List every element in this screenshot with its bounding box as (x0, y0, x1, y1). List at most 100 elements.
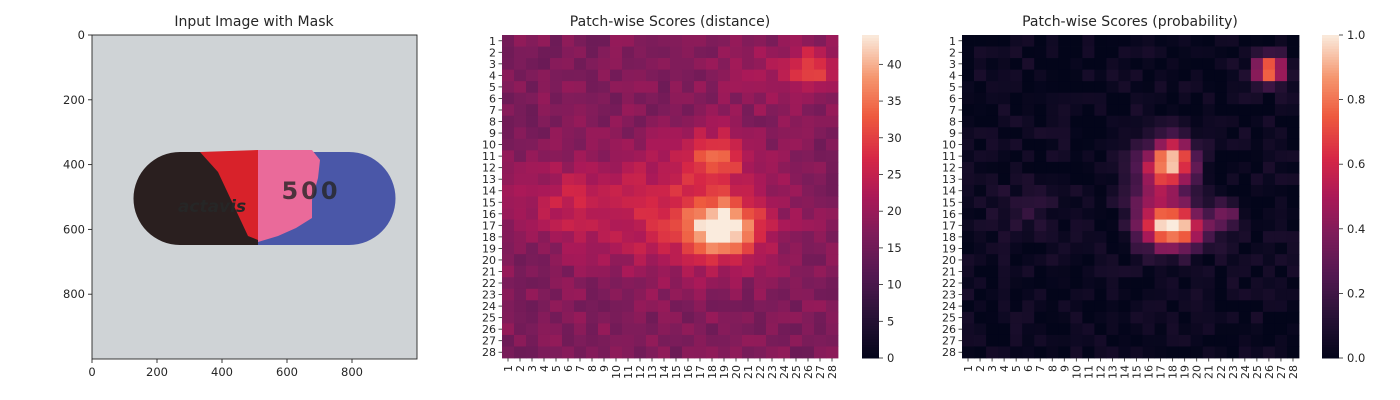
colorbar-segment (862, 161, 879, 165)
heatmap-cell (974, 92, 987, 105)
heatmap-cell (1238, 277, 1252, 290)
heatmap-cell (1250, 35, 1264, 47)
heatmap-cell (502, 323, 515, 336)
heatmap-cell (622, 46, 635, 59)
y-tick-label: 7 (489, 104, 496, 117)
heatmap-cell (1106, 288, 1119, 301)
heatmap-cell (622, 115, 635, 128)
y-tick-label: 8 (489, 116, 496, 129)
heatmap-cell (986, 115, 999, 128)
heatmap-cell (742, 150, 755, 163)
heatmap-cell (1130, 35, 1143, 47)
heatmap-cell (1118, 104, 1131, 117)
heatmap-cell (1142, 265, 1155, 278)
heatmap-cell (562, 196, 575, 209)
heatmap-cell (1154, 208, 1168, 220)
colorbar-tick-label: 0.8 (1347, 93, 1365, 107)
heatmap-cell (1082, 184, 1095, 197)
colorbar-segment (862, 226, 879, 230)
colorbar-segment (862, 290, 879, 294)
heatmap-cell (670, 346, 683, 359)
heatmap-cell (962, 46, 975, 59)
heatmap-cell (682, 150, 695, 163)
heatmap-cell (550, 69, 563, 82)
heatmap-cell (670, 35, 683, 47)
heatmap-cell (1190, 231, 1204, 244)
capsule-logo-text: actavis (178, 197, 246, 217)
heatmap-cell (826, 150, 839, 163)
heatmap-cell (1010, 104, 1023, 117)
heatmap-cell (1118, 346, 1131, 359)
x-tick-label: 24 (1239, 365, 1252, 379)
capsule-number-text: 500 (281, 177, 340, 205)
colorbar-segment (862, 255, 879, 259)
heatmap-cell (802, 104, 815, 117)
x-tick-label: 6 (1022, 365, 1035, 372)
heatmap-cell (778, 184, 791, 197)
heatmap-cell (1166, 265, 1180, 278)
heatmap-cell (598, 346, 611, 359)
heatmap-cell (962, 208, 975, 220)
heatmap-cell (1166, 81, 1180, 94)
heatmap-cell (1094, 127, 1107, 140)
heatmap-cell (1010, 231, 1023, 244)
heatmap-cell (1214, 288, 1228, 301)
heatmap-cell (778, 219, 791, 232)
heatmap-cell (610, 115, 623, 128)
heatmap-cell (1106, 242, 1119, 255)
heatmap-cell (802, 242, 815, 255)
heatmap-cell (1130, 288, 1143, 301)
heatmap-cell (646, 69, 659, 82)
heatmap-cell (998, 311, 1011, 324)
heatmap-cell (1262, 138, 1276, 151)
colorbar-segment (1322, 218, 1339, 222)
probability-heatmap-y-ticks: 1234567891011121314151617181920212223242… (942, 35, 962, 359)
colorbar-segment (1322, 158, 1339, 163)
heatmap-cell (1202, 127, 1216, 140)
heatmap-cell (1118, 69, 1131, 82)
heatmap-cell (574, 115, 587, 128)
heatmap-cell (502, 265, 515, 278)
colorbar-segment (1322, 279, 1339, 284)
heatmap-cell (706, 92, 719, 105)
heatmap-cell (826, 92, 839, 105)
heatmap-cell (670, 58, 683, 71)
heatmap-cell (1178, 138, 1192, 151)
heatmap-cell (974, 311, 987, 324)
heatmap-cell (998, 242, 1011, 255)
heatmap-cell (814, 161, 827, 174)
heatmap-cell (1070, 219, 1083, 232)
heatmap-cell (754, 323, 767, 336)
heatmap-cell (1202, 138, 1216, 151)
heatmap-cell (1130, 334, 1143, 347)
heatmap-cell (1058, 288, 1071, 301)
heatmap-cell (622, 150, 635, 163)
heatmap-cell (538, 35, 551, 47)
heatmap-cell (1262, 35, 1276, 47)
colorbar-segment (1322, 314, 1339, 319)
heatmap-cell (562, 346, 575, 359)
y-tick-label: 21 (942, 265, 956, 278)
heatmap-cell (1238, 46, 1252, 59)
heatmap-cell (742, 288, 755, 301)
heatmap-cell (718, 323, 731, 336)
heatmap-cell (1046, 311, 1059, 324)
heatmap-cell (1274, 150, 1288, 163)
heatmap-cell (526, 104, 539, 117)
heatmap-cell (538, 81, 551, 94)
heatmap-cell (1058, 161, 1071, 174)
heatmap-cell (1142, 127, 1155, 140)
heatmap-cell (766, 58, 779, 71)
x-tick-label: 25 (1251, 365, 1264, 379)
heatmap-cell (1178, 288, 1192, 301)
heatmap-cell (1106, 161, 1119, 174)
heatmap-cell (1274, 277, 1288, 290)
x-tick-label: 24 (778, 365, 791, 379)
heatmap-cell (634, 138, 647, 151)
colorbar-segment (862, 277, 879, 281)
colorbar-segment (1322, 325, 1339, 329)
heatmap-cell (790, 288, 803, 301)
heatmap-cell (1274, 81, 1288, 94)
heatmap-cell (1274, 254, 1288, 267)
heatmap-cell (1130, 58, 1143, 71)
